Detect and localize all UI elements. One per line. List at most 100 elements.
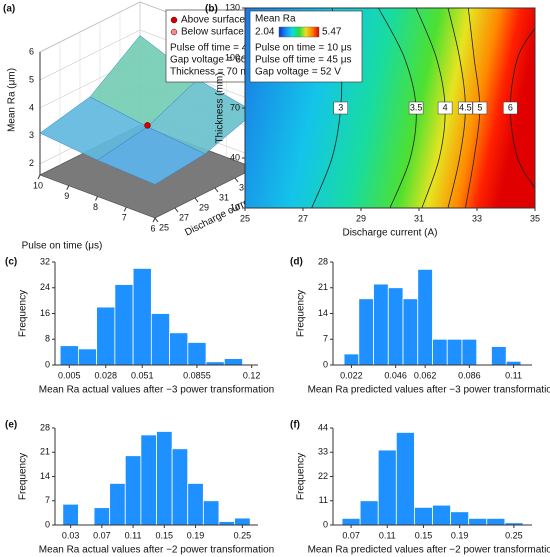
panel-label: (c) [5, 257, 17, 268]
contour-label-box [503, 101, 518, 115]
annotation: Thickness = 70 mm [170, 67, 257, 78]
legend-label: Above surface [181, 15, 245, 26]
z-axis-label: Mean Ra (μm) [7, 68, 18, 132]
bar [395, 432, 415, 526]
x-tick-label: 0.028 [94, 370, 117, 380]
y-tick-label: 10 [33, 180, 43, 190]
y-axis-label: Frequency [296, 290, 307, 337]
contour-label: 5 [477, 102, 482, 112]
y-tick-label: 10 [230, 202, 240, 212]
y-tick-label: 9 [64, 191, 69, 201]
x-tick-label: 0.25 [234, 530, 252, 540]
y-tick-label: 28 [40, 422, 50, 432]
colorbar [278, 26, 320, 38]
contour-label: 3 [338, 102, 343, 112]
bar [486, 517, 506, 526]
contour-label-box [408, 101, 424, 115]
y-tick-label: 7 [122, 213, 127, 223]
y-tick-label: 7 [323, 334, 328, 344]
x-tick-label: 0.11 [505, 370, 522, 380]
legend-marker [170, 16, 178, 24]
tick-mark [194, 197, 199, 203]
contour-label: 3.5 [410, 102, 423, 112]
bar [132, 268, 152, 366]
z-tick-label: 4 [29, 102, 34, 112]
y-tick-label: 6 [150, 223, 155, 233]
colorbar-min: 2.04 [255, 27, 275, 38]
x-tick-label: 31 [414, 213, 424, 223]
contour-label: 4 [443, 102, 448, 112]
bar [505, 360, 522, 366]
legend-box [249, 10, 363, 83]
x-tick-label: 31 [219, 192, 229, 202]
x-tick-label: 0.15 [156, 530, 174, 540]
x-axis-label: Mean Ra predicted values after −2 power … [308, 545, 550, 556]
bar [169, 332, 189, 366]
z-tick-label: 5 [29, 74, 34, 84]
x-axis-label: Mean Ra actual values after −2 power tra… [39, 545, 274, 556]
legend-marker [170, 28, 178, 36]
bar [234, 517, 251, 526]
legend-label: Below surface [181, 27, 244, 38]
bar [187, 342, 207, 366]
bar [202, 500, 220, 526]
x-axis-label: Mean Ra predicted values after −3 power … [308, 385, 550, 396]
x-tick-label: 0.086 [458, 370, 481, 380]
x-tick-label: 29 [356, 213, 366, 223]
x-axis-label: Mean Ra actual values after −3 power tra… [39, 385, 274, 396]
bar [109, 483, 126, 526]
y-tick-label: 28 [318, 256, 328, 266]
y-tick-label: 14 [318, 308, 328, 318]
x-tick-label: 0.022 [340, 370, 363, 380]
x-tick-label: 0.19 [187, 530, 205, 540]
tick-mark [154, 217, 159, 223]
contour-label: 6 [508, 102, 513, 112]
x-tick-label: 0.15 [415, 530, 433, 540]
y-axis-label: Thickness (mm) [215, 72, 226, 143]
bar [59, 345, 79, 366]
y-tick-label: 14 [40, 471, 50, 481]
tick-mark [214, 187, 219, 193]
y-tick-label: 24 [40, 282, 50, 292]
y-tick-label: 0 [323, 519, 328, 529]
tick-mark [66, 185, 70, 190]
x-tick-label: 29 [199, 202, 209, 212]
y-axis-label: Frequency [296, 453, 307, 500]
y-tick-label: 44 [318, 422, 328, 432]
y-tick-label: 70 [230, 102, 240, 112]
bar [414, 506, 433, 526]
colorbar-max: 5.47 [322, 27, 342, 38]
x-tick-label: 0.062 [414, 370, 437, 380]
x-tick-label: 0.005 [58, 370, 81, 380]
y-tick-label: 16 [40, 308, 50, 318]
tick-mark [174, 207, 179, 213]
x-tick-label: 25 [240, 213, 250, 223]
annotation: Pulse off time = 45 μs [255, 55, 351, 66]
y-tick-label: 22 [318, 471, 328, 481]
annotation: Gap voltage = 52 V [255, 67, 341, 78]
z-tick-label: 2 [29, 158, 34, 168]
annotation: Gap voltage = 60 V [170, 55, 256, 66]
annotation: Pulse on time = 10 μs [255, 43, 352, 54]
bar [156, 431, 173, 526]
y-tick-label: 21 [40, 447, 50, 457]
bar [358, 298, 374, 366]
panel-label: (d) [290, 257, 303, 268]
bar [114, 284, 134, 366]
annotation: Pulse off time = 40 μs [170, 43, 266, 54]
y-tick-label: 0 [45, 359, 50, 369]
bar [446, 338, 463, 366]
bar [223, 358, 243, 366]
y-tick-label: 11 [319, 495, 328, 505]
x-tick-label: 0.07 [93, 530, 111, 540]
x-tick-label: 0.0855 [183, 370, 211, 380]
x-tick-label: 27 [298, 213, 308, 223]
y-axis-label: Frequency [18, 290, 29, 337]
y-tick-label: 8 [93, 202, 98, 212]
y-tick-label: 0 [323, 359, 328, 369]
y-tick-label: 130 [225, 2, 240, 12]
bar [468, 517, 488, 526]
x-tick-label: 0.12 [243, 370, 261, 380]
bar [491, 346, 507, 366]
y-tick-label: 32 [40, 256, 50, 266]
